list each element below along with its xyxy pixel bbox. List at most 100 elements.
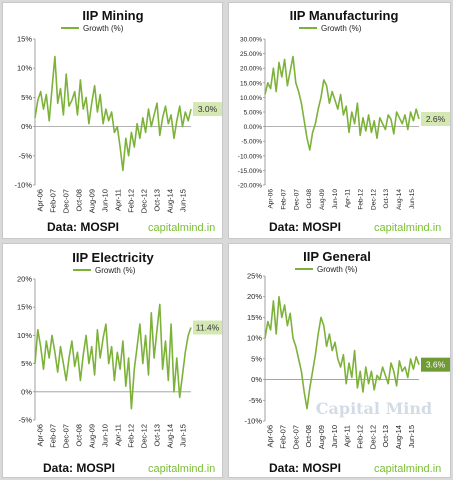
y-tick-label: 10.00%	[240, 95, 262, 102]
chart-panel-general: IIP General Growth (%) 25% 20% 15% 10% 5% 0% -5…	[228, 243, 451, 478]
x-tick-label: Jun-10	[332, 189, 339, 209]
y-tick-label: 20.00%	[240, 66, 262, 73]
y-tick-label: 30.00%	[240, 37, 262, 44]
y-tick-label: 10%	[17, 331, 32, 340]
x-tick-label: Dec-12	[140, 424, 149, 448]
legend-label: Growth (%)	[321, 24, 362, 33]
chart-electricity: IIP Electricity Growth (%) 20% 15% 10% 5% 0% -…	[17, 250, 222, 475]
x-tick-label: Dec-12	[140, 189, 149, 213]
y-tick-label: -10%	[244, 417, 262, 426]
x-tick-label: Aug-14	[166, 189, 175, 213]
x-tick-label: Oct-08	[304, 425, 313, 448]
series-line	[264, 295, 420, 410]
source-label: Data: MOSPI	[43, 461, 115, 475]
y-tick-label: -5%	[19, 416, 33, 425]
x-tick-label: Apr-11	[343, 425, 352, 447]
legend-label: Growth (%)	[83, 24, 124, 33]
last-value-badge	[421, 357, 450, 372]
chart-title: IIP Mining	[82, 8, 143, 23]
y-tick-label: 15%	[17, 303, 32, 312]
chart-panel-electricity: IIP Electricity Growth (%) 20% 15% 10% 5% 0% -…	[2, 243, 223, 478]
x-tick-label: Jun-10	[101, 424, 110, 447]
x-tick-label: Aug-09	[88, 189, 97, 213]
x-tick-label: Apr-11	[345, 189, 352, 208]
y-tick-label: 10%	[247, 334, 262, 343]
site-label: capitalmind.in	[374, 463, 441, 475]
last-value-label: 3.6%	[426, 360, 446, 370]
x-tick-label: Feb-07	[278, 425, 287, 449]
x-tick-label: Apr-06	[36, 424, 45, 447]
x-tick-label: Apr-06	[266, 425, 275, 448]
x-tick-label: Jun-15	[407, 425, 416, 448]
x-tick-label: Aug-09	[317, 425, 326, 449]
x-tick-label: Aug-14	[166, 424, 175, 448]
y-tick-label: 5%	[21, 93, 32, 102]
y-tick-label: 5%	[251, 354, 262, 363]
y-tick-label: 15%	[247, 313, 262, 322]
chart-general: IIP General Growth (%) 25% 20% 15% 10% 5% 0% -5…	[244, 249, 450, 475]
series-line	[34, 55, 192, 172]
x-tick-label: Feb-12	[355, 425, 364, 449]
source-label: Data: MOSPI	[47, 220, 119, 234]
legend-label: Growth (%)	[317, 265, 358, 274]
x-tick-label: Dec-07	[293, 189, 300, 210]
x-tick-label: Aug-09	[319, 189, 326, 210]
x-tick-label: Oct-08	[75, 424, 84, 447]
chart-panel-manufacturing: IIP Manufacturing Growth (%) 30.00% 25.00%…	[228, 2, 451, 239]
series-line	[264, 55, 420, 151]
chart-panel-mining: IIP Mining Growth (%) 15% 10% 5% 0% -5% -10% Ap…	[2, 2, 223, 239]
x-tick-label: Aug-14	[394, 425, 403, 449]
x-tick-label: Dec-12	[368, 425, 377, 449]
y-tick-label: -10.00%	[238, 153, 262, 160]
y-tick-label: 0%	[21, 387, 32, 396]
y-tick-label: 0%	[251, 375, 262, 384]
last-value-badge	[421, 112, 450, 127]
x-tick-label: Oct-08	[75, 189, 84, 212]
x-tick-label: Feb-07	[49, 189, 58, 213]
chart-title: IIP Manufacturing	[290, 8, 399, 23]
chart-manufacturing: IIP Manufacturing Growth (%) 30.00% 25.00%…	[238, 8, 450, 234]
x-tick-label: Dec-07	[291, 425, 300, 449]
watermark-text: Capital Mind	[316, 399, 432, 418]
y-tick-label: -5%	[19, 151, 33, 160]
chart-title: IIP General	[303, 249, 371, 264]
x-tick-label: Apr-11	[114, 424, 123, 446]
x-tick-label: Feb-07	[280, 189, 287, 210]
x-tick-label: Feb-12	[127, 189, 136, 213]
x-tick-label: Jun-10	[101, 189, 110, 212]
x-tick-label: Dec-07	[62, 189, 71, 213]
y-tick-label: 25%	[247, 272, 262, 281]
x-tick-label: Aug-09	[88, 424, 97, 448]
x-tick-label: Oct-13	[381, 425, 390, 448]
last-value-badge	[193, 320, 222, 335]
y-tick-label: 10%	[17, 64, 32, 73]
site-label: capitalmind.in	[374, 222, 441, 234]
y-tick-label: 5.00%	[244, 110, 263, 117]
y-tick-label: 15.00%	[240, 80, 262, 87]
chart-title: IIP Electricity	[72, 250, 154, 265]
x-tick-label: Oct-13	[383, 189, 390, 209]
x-tick-label: Feb-07	[49, 424, 58, 448]
last-value-label: 3.0%	[198, 104, 218, 114]
x-tick-label: Dec-07	[62, 424, 71, 448]
legend-label: Growth (%)	[95, 266, 136, 275]
y-tick-label: -15.00%	[238, 168, 262, 175]
y-tick-label: -5%	[249, 396, 263, 405]
x-tick-label: Oct-08	[306, 189, 313, 209]
series-line	[34, 303, 192, 410]
last-value-badge	[193, 102, 222, 117]
last-value-label: 2.6%	[426, 114, 446, 124]
x-tick-label: Apr-06	[36, 189, 45, 212]
y-tick-label: 20%	[17, 275, 32, 284]
y-tick-label: 20%	[247, 292, 262, 301]
x-tick-label: Oct-13	[153, 424, 162, 447]
x-tick-label: Feb-12	[127, 424, 136, 448]
x-tick-label: Oct-13	[153, 189, 162, 212]
site-label: capitalmind.in	[148, 222, 215, 234]
y-tick-label: 0.00%	[244, 124, 263, 131]
y-tick-label: 15%	[17, 35, 32, 44]
source-label: Data: MOSPI	[269, 220, 341, 234]
chart-mining: IIP Mining Growth (%) 15% 10% 5% 0% -5% -10% Ap…	[14, 8, 222, 234]
x-tick-label: Dec-12	[370, 189, 377, 210]
x-tick-label: Feb-12	[357, 189, 364, 210]
